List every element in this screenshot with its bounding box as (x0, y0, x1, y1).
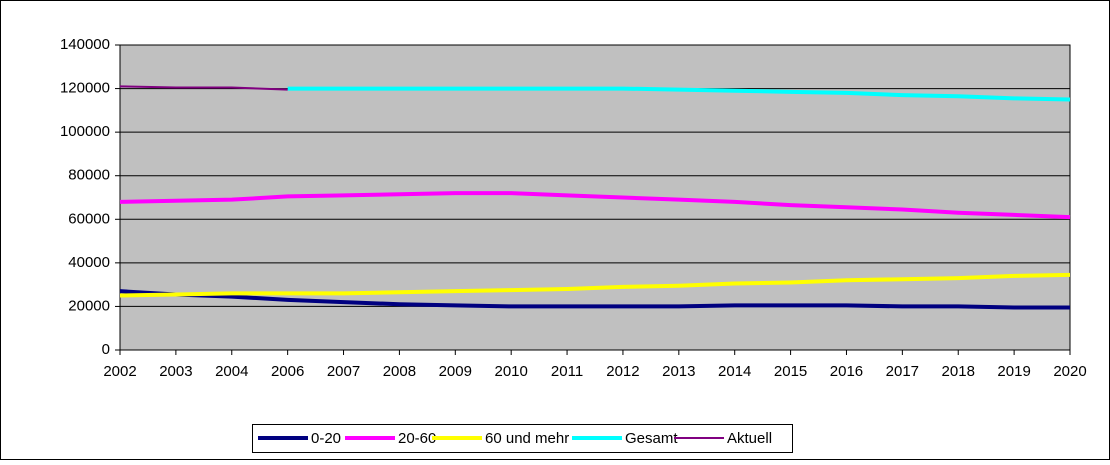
x-tick-label: 2002 (103, 363, 136, 380)
series-line (287, 86, 1071, 102)
x-tick-label: 2012 (606, 363, 639, 380)
legend-label: 20-60 (398, 430, 436, 447)
x-tick-label: 2003 (159, 363, 192, 380)
y-tick-label: 80000 (68, 167, 110, 184)
x-tick-label: 2018 (942, 363, 975, 380)
x-tick-label: 2017 (886, 363, 919, 380)
legend-label: 0-20 (311, 430, 341, 447)
x-tick-label: 2019 (997, 363, 1030, 380)
x-tick-label: 2009 (439, 363, 472, 380)
series-line (119, 289, 1070, 310)
y-tick-label: 60000 (68, 210, 110, 227)
y-tick-label: 100000 (60, 123, 110, 140)
x-tick-label: 2020 (1053, 363, 1086, 380)
y-tick-label: 0 (102, 341, 110, 358)
y-tick-label: 40000 (68, 254, 110, 271)
x-tick-label: 2015 (774, 363, 807, 380)
x-tick-label: 2016 (830, 363, 863, 380)
x-tick-label: 2004 (215, 363, 248, 380)
y-tick-label: 140000 (60, 36, 110, 53)
series-line (119, 85, 288, 91)
x-tick-label: 2007 (327, 363, 360, 380)
y-tick-label: 120000 (60, 80, 110, 97)
y-tick-label: 20000 (68, 297, 110, 314)
x-tick-label: 2006 (271, 363, 304, 380)
legend-label: Gesamt (625, 430, 678, 447)
x-tick-label: 2014 (718, 363, 751, 380)
x-tick-label: 2008 (383, 363, 416, 380)
x-tick-label: 2013 (662, 363, 695, 380)
x-tick-label: 2011 (551, 363, 583, 380)
legend-label: Aktuell (727, 430, 772, 447)
series-line (119, 272, 1071, 298)
series-line (119, 191, 1071, 220)
x-tick-label: 2010 (494, 363, 527, 380)
legend-label: 60 und mehr (485, 430, 569, 447)
